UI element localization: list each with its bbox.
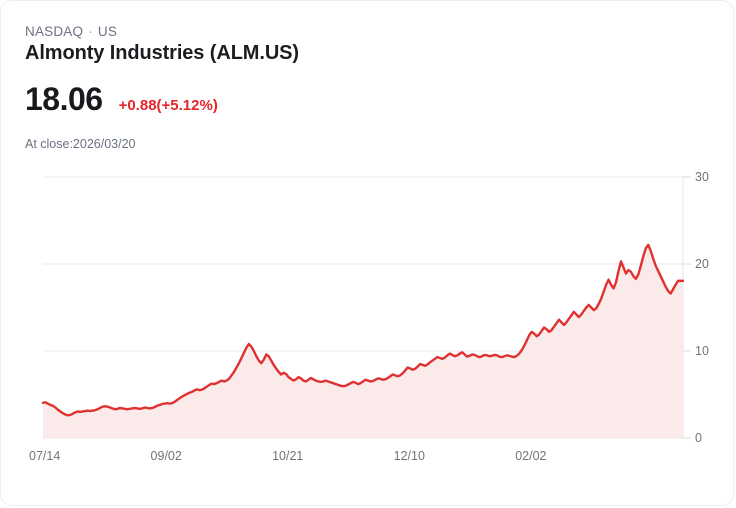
x-axis-tick-label: 02/02 [515,449,547,463]
x-axis-tick-label: 09/02 [150,449,182,463]
exchange-region-line: NASDAQ · US [25,24,117,39]
chart-canvas [41,176,691,439]
x-axis-tick-label: 07/14 [29,449,61,463]
x-axis-tick-label: 12/10 [393,449,425,463]
price-chart[interactable]: 0 10 20 30 07/14 09/02 10/21 12/10 02/02 [1,161,733,481]
y-axis-tick-label: 0 [695,431,702,445]
page-title: Almonty Industries (ALM.US) [25,42,299,64]
exchange-label: NASDAQ [25,24,84,39]
region-label: US [97,24,118,39]
chart-line [41,243,685,417]
market-status-note: At close:2026/03/20 [25,137,136,151]
price-row: 18.06 +0.88(+5.12%) [25,81,218,118]
last-price: 18.06 [25,81,103,117]
y-axis-tick-label: 20 [695,257,709,271]
y-axis-tick-label: 10 [695,344,709,358]
x-axis-tick-label: 10/21 [272,449,304,463]
separator-dot: · [88,24,93,39]
price-change: +0.88(+5.12%) [118,97,218,114]
y-axis-tick-label: 30 [695,170,709,184]
